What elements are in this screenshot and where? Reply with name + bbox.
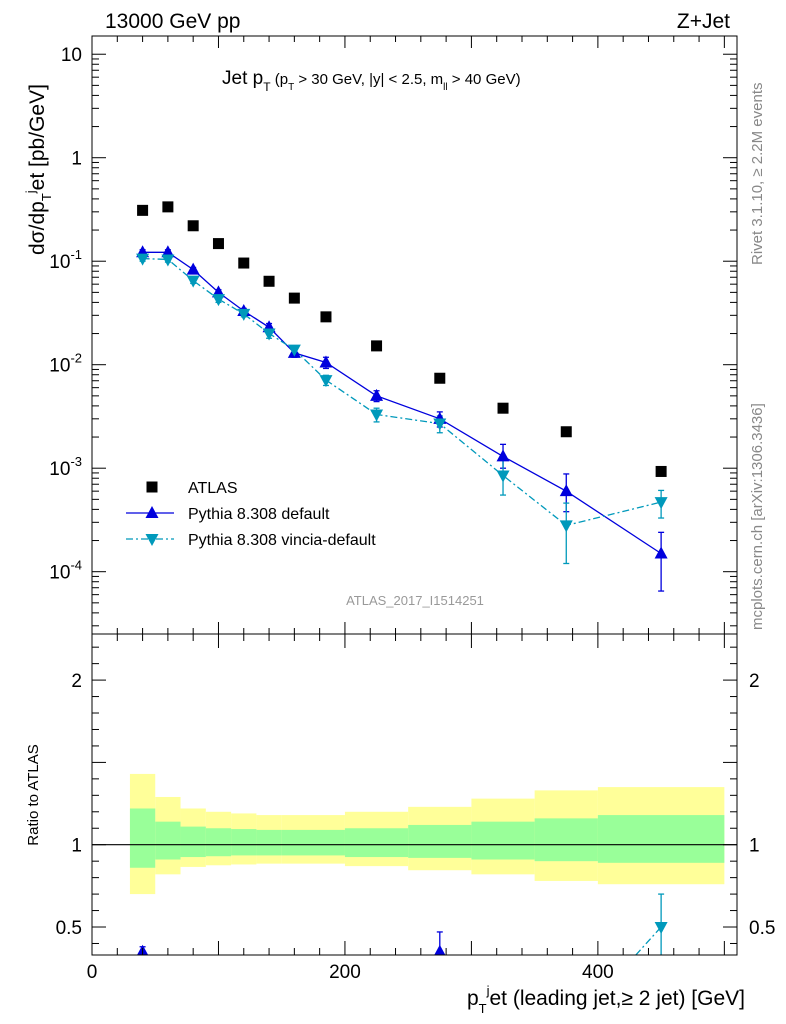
data-point-default [559,484,573,497]
data-point-vincia [654,497,668,510]
x-tick-label: 0 [87,962,98,983]
analysis-watermark: ATLAS_2017_I1514251 [346,593,484,608]
ratio-frame [91,633,738,956]
data-point-atlas [497,402,509,414]
ratio-y-tick-label: 2 [71,671,82,692]
data-point-atlas [162,201,174,213]
main-panel: 10 1 10-1 10-2 10-3 10-4 Jet pT (pT > 30 GeV,… [23,35,738,635]
x-tick-label: 400 [582,962,614,983]
ratio-y-tick-label: 1 [71,836,82,857]
data-point-atlas [137,204,149,216]
data-point-atlas [371,340,383,352]
header-energy: 13000 GeV pp [105,10,240,33]
legend-label-vincia: Pythia 8.308 vincia-default [188,532,376,549]
data-point-atlas [187,220,199,232]
data-point-vincia [287,344,301,357]
y-tick-label: 10-1 [49,247,82,273]
chart-title: Jet pT (pT > 30 GeV, |y| < 2.5, mll > 40… [222,68,521,94]
data-point-vincia [319,375,333,388]
ratio-band-inner [180,826,206,858]
legend-marker-vincia [145,534,159,546]
data-point-default [161,245,175,258]
ratio-band-inner [129,808,156,868]
y-tick-label: 10-3 [49,454,82,480]
data-point-atlas [238,257,250,269]
ratio-band-inner [408,824,472,858]
data-point-atlas [560,426,572,438]
ratio-y-tick-label-right: 2 [749,671,760,692]
data-point-vincia [211,294,225,307]
ratio-point-default [434,944,446,955]
ratio-band-inner [281,829,307,856]
y-tick-label: 10-2 [49,351,82,377]
data-point-vincia [161,254,175,267]
ratio-y-tick-label-right: 1 [749,836,760,857]
data-point-atlas [434,372,446,384]
data-point-atlas [212,238,224,250]
ratio-band-inner [597,815,725,863]
ratio-y-axis-label: Ratio to ATLAS [25,744,42,845]
y-tick-label: 1 [71,149,82,170]
data-point-default [496,449,510,462]
data-point-vincia [136,253,150,266]
ratio-band-inner [534,818,598,862]
data-point-default [319,355,333,368]
data-point-atlas [320,311,332,323]
ratio-band-inner [155,821,181,860]
legend-label-default: Pythia 8.308 default [188,506,330,523]
header-process: Z+Jet [677,10,730,33]
data-point-vincia [262,328,276,341]
ratio-panel: 0.5 0.5 1 1 2 2 0 200 400 Ratio to ATLAS [25,633,775,983]
y-tick-label: 10-4 [49,558,82,584]
data-point-vincia [559,520,573,533]
data-point-default [370,388,384,401]
data-point-atlas [263,275,275,287]
ratio-band-inner [307,829,345,856]
legend-label-atlas: ATLAS [188,480,238,497]
data-point-atlas [288,292,300,304]
mcplots-reference-label: mcplots.cern.ch [arXiv:1306.3436] [749,403,766,630]
ratio-y-tick-label-right: 0.5 [749,918,775,939]
ratio-band-inner [344,828,409,858]
data-point-atlas [655,465,667,477]
x-axis-label: pTjet (leading jet,≥ 2 jet) [GeV] [467,983,745,1016]
x-tick-label: 200 [329,962,361,983]
ratio-band-inner [256,829,282,856]
ratio-y-tick-label: 0.5 [56,918,82,939]
data-point-vincia [433,418,447,431]
legend-marker-atlas [146,481,158,493]
ratio-band-inner [205,828,232,857]
rivet-version-label: Rivet 3.1.10, ≥ 2.2M events [749,83,766,266]
ratio-band-inner [231,829,257,856]
ratio-band-inner [471,821,535,860]
data-point-vincia [370,409,384,422]
data-point-vincia [186,275,200,288]
ratio-point-vincia [654,922,668,935]
data-point-default [186,262,200,275]
legend: ATLAS Pythia 8.308 default Pythia 8.308 vi… [126,480,376,549]
data-point-vincia [496,470,510,483]
y-tick-label: 10 [61,45,82,66]
legend-marker-default [145,506,159,518]
data-point-vincia [237,308,251,321]
main-y-axis-label: dσ/dpTjet [pb/GeV] [23,84,54,255]
ratio-line-vincia [635,926,662,955]
data-point-default [654,546,668,559]
